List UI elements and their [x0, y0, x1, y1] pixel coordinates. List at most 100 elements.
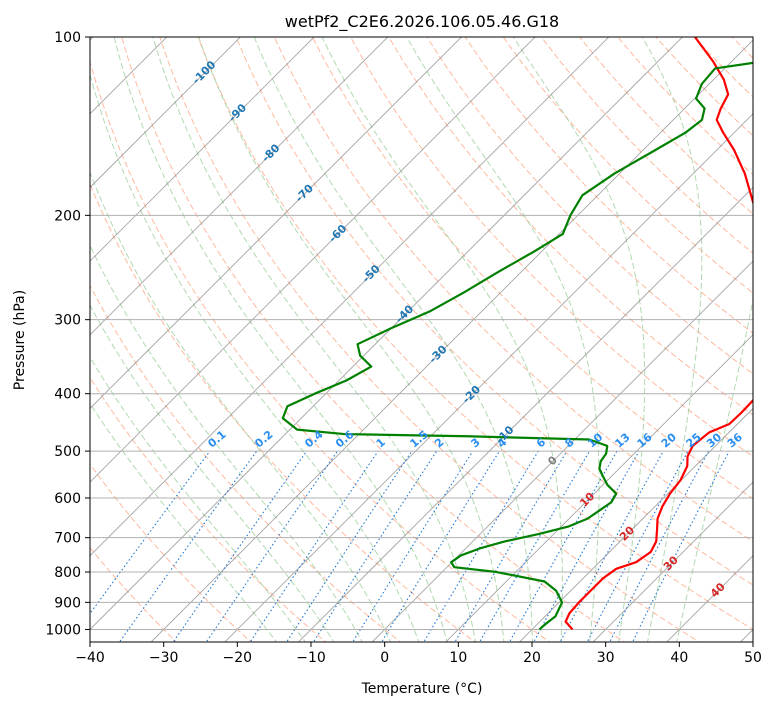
isotherm-label: 30	[661, 553, 681, 573]
dry-adiabat	[197, 37, 753, 631]
mixing-ratio-label: 1.5	[407, 428, 430, 450]
moist-adiabat	[90, 72, 420, 642]
x-tick-label: −20	[223, 650, 253, 666]
isotherm-line	[518, 407, 753, 642]
isotherm-line	[739, 628, 753, 642]
y-tick-label: 100	[54, 30, 81, 46]
isotherm-line	[445, 334, 753, 642]
mixing-ratio-label: 25	[684, 431, 704, 451]
y-tick-label: 200	[54, 208, 81, 224]
temperature-profile	[564, 37, 753, 631]
x-tick-label: 40	[670, 650, 688, 666]
dry-adiabat	[90, 60, 551, 642]
mixing-ratio-line	[205, 450, 338, 642]
isotherm-label: 10	[577, 490, 597, 510]
isotherm-line	[90, 37, 684, 631]
mixing-ratio-label: 0.6	[333, 428, 357, 451]
y-tick-label: 400	[54, 387, 81, 403]
mixing-ratio-line	[380, 450, 500, 642]
dry-adiabat	[540, 37, 753, 254]
y-axis-title: Pressure (hPa)	[12, 290, 28, 390]
moist-adiabat	[512, 37, 646, 642]
x-tick-label: −10	[296, 650, 326, 666]
dry-adiabat	[273, 37, 753, 543]
isotherm-label: -70	[293, 181, 316, 204]
mixing-ratio-line	[312, 450, 438, 642]
pressure-gridlines	[90, 37, 753, 630]
mixing-ratio-label: 3	[468, 436, 482, 451]
dry-adiabat	[693, 37, 753, 98]
mixing-ratio-label: 0.1	[205, 428, 228, 450]
moist-adiabat	[406, 37, 600, 642]
sounding-profiles	[281, 37, 753, 631]
x-tick-label: 30	[597, 650, 615, 666]
y-tick-label: 500	[54, 444, 81, 460]
isotherm-line	[297, 186, 753, 642]
dry-adiabat	[159, 37, 701, 642]
dry-adiabat	[426, 37, 753, 375]
isotherm-line	[224, 113, 753, 642]
dry-adiabat	[90, 182, 476, 642]
moist-adiabat	[152, 37, 476, 642]
x-tick-label: −30	[149, 650, 179, 666]
dry-adiabat	[502, 37, 753, 294]
moist-adiabat	[90, 304, 335, 642]
y-tick-label: 1000	[45, 622, 81, 638]
moist-adiabat	[90, 356, 306, 642]
isotherm-label: -90	[226, 101, 249, 124]
x-tick-label: 50	[744, 650, 762, 666]
moist-adiabat	[198, 37, 505, 642]
isotherm-label: -20	[460, 383, 483, 406]
isotherm-line	[90, 37, 389, 336]
moist-adiabat	[90, 171, 392, 642]
x-tick-label: 0	[380, 650, 389, 666]
mixing-ratio-line	[352, 450, 474, 642]
mixing-ratio-label: 16	[635, 430, 655, 450]
dry-adiabat	[90, 376, 327, 642]
y-tick-label: 600	[54, 491, 81, 507]
mixing-ratio-line	[609, 450, 709, 642]
mixing-ratio-label: 13	[613, 431, 633, 451]
background-reference-lines	[90, 37, 775, 644]
dry-adiabat	[770, 37, 775, 644]
mixing-ratio-line	[286, 450, 413, 642]
moist-adiabat	[641, 37, 703, 642]
y-tick-label: 900	[54, 595, 81, 611]
dry-adiabat	[350, 37, 753, 457]
isotherm-line	[90, 37, 315, 262]
x-tick-label: 10	[449, 650, 467, 666]
x-tick-label: −40	[75, 650, 105, 666]
plot-frame	[89, 36, 754, 643]
isotherm-line	[90, 37, 242, 189]
isotherm-line	[90, 37, 610, 557]
moist-adiabat	[90, 402, 278, 642]
mixing-ratio-line	[172, 450, 308, 642]
isotherm-label: -60	[326, 222, 349, 245]
dry-adiabat	[579, 37, 753, 215]
dry-adiabat	[311, 37, 753, 500]
dry-adiabat	[464, 37, 753, 334]
mixing-ratio-line	[454, 450, 568, 642]
mixing-ratio-line	[559, 450, 664, 642]
mixing-ratio-label: 8	[562, 436, 576, 451]
isotherm-line	[371, 260, 753, 642]
chart-title: wetPf2_C2E6.2026.106.05.46.G18	[285, 12, 559, 32]
mixing-ratio-label: 2	[432, 436, 446, 451]
x-axis-title: Temperature (°C)	[361, 681, 483, 697]
dry-adiabat	[388, 37, 753, 416]
mixing-ratio-line	[90, 450, 211, 615]
dry-adiabat	[235, 37, 753, 586]
isotherm-label: -50	[360, 262, 383, 285]
y-tick-label: 300	[54, 313, 81, 329]
y-axis: 100 200 300 400 500 600 700 800 900 1000	[45, 30, 90, 638]
isotherm-label: -40	[393, 302, 416, 325]
isotherm-label: -100	[190, 58, 219, 87]
isotherm-line	[592, 481, 753, 642]
mixing-ratio-label: 1	[374, 436, 388, 451]
isotherm-label: -80	[259, 141, 282, 164]
isotherm-label: 40	[708, 580, 728, 600]
x-axis: −40 −30 −20 −10 0 10 20 30 40 50	[75, 642, 762, 666]
isotherm-line	[90, 37, 536, 483]
dry-adiabat	[121, 37, 626, 642]
